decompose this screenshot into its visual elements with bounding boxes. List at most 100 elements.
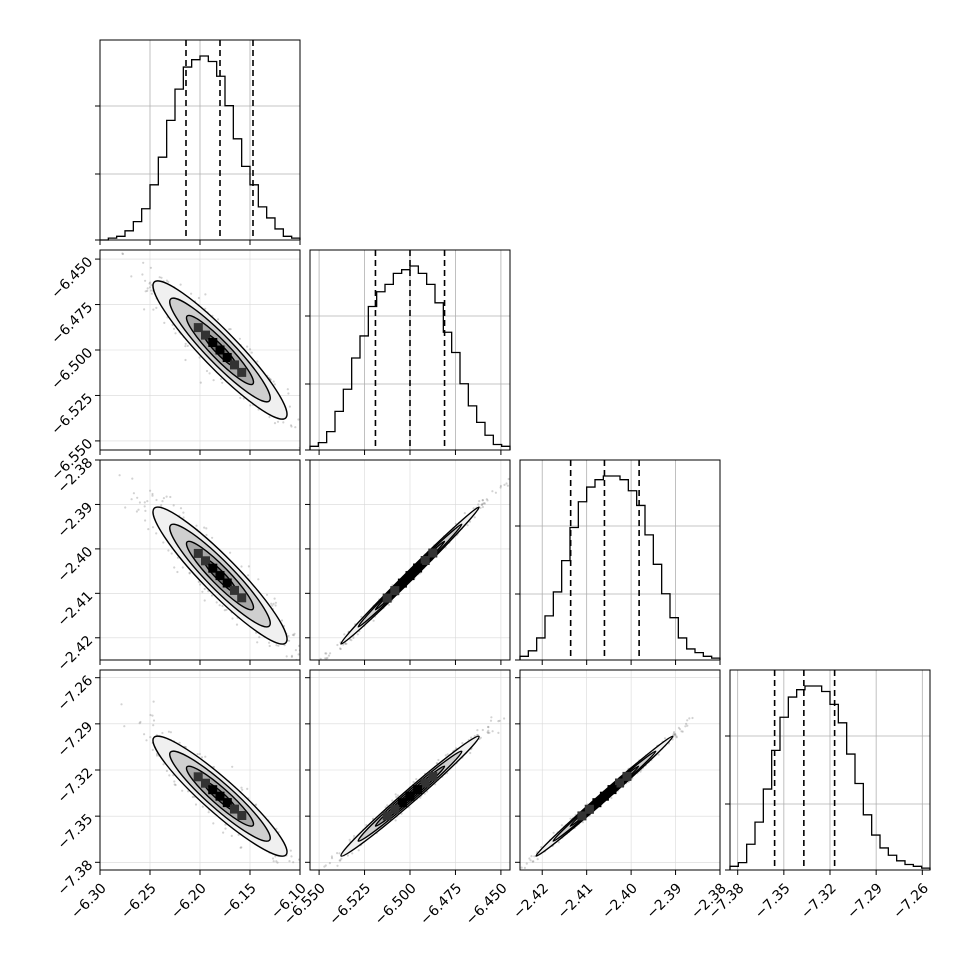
scatter-point: [674, 733, 677, 736]
scatter-point: [258, 636, 261, 639]
scatter-point: [169, 731, 172, 734]
scatter-point: [165, 495, 168, 498]
scatter-point: [684, 725, 687, 728]
x-tick-label: −7.35: [752, 880, 794, 922]
scatter-point: [235, 623, 239, 626]
scatter-point: [160, 276, 163, 279]
scatter-point: [268, 644, 271, 648]
scatter-point: [297, 418, 300, 421]
scatter-point: [176, 556, 179, 559]
scatter-point: [137, 508, 140, 511]
scatter-point: [326, 875, 328, 877]
scatter-point: [135, 510, 138, 513]
scatter-point: [143, 308, 146, 311]
scatter-point: [674, 734, 677, 737]
x-tick-label: −6.20: [168, 880, 210, 922]
scatter-point: [144, 509, 147, 512]
scatter-point: [162, 763, 165, 766]
scatter-point: [249, 404, 252, 407]
density-cell: [405, 571, 415, 581]
scatter-point: [536, 858, 539, 861]
scatter-point: [287, 392, 290, 395]
scatter-point: [560, 824, 564, 827]
scatter-point: [305, 673, 307, 675]
scatter-point: [124, 506, 127, 509]
scatter-point: [324, 657, 327, 660]
scatter-point: [270, 602, 273, 605]
scatter-point: [146, 289, 149, 292]
scatter-point: [675, 736, 678, 739]
scatter-point: [494, 491, 497, 494]
density-cell: [607, 785, 617, 795]
scatter-point: [143, 505, 146, 508]
scatter-point: [152, 724, 155, 727]
scatter-point: [672, 733, 675, 737]
scatter-point: [336, 852, 339, 855]
scatter-point: [207, 811, 210, 814]
y-tick-label: −7.35: [55, 811, 97, 853]
scatter-point: [481, 505, 484, 509]
scatter-point: [463, 511, 466, 515]
density-cell: [390, 804, 400, 814]
scatter-point: [139, 720, 142, 724]
scatter-point: [470, 736, 473, 739]
scatter-point: [289, 424, 293, 427]
scatter-point: [342, 643, 345, 646]
scatter-point: [680, 730, 683, 733]
scatter-point: [268, 641, 271, 644]
scatter-point: [487, 729, 490, 732]
scatter-point: [328, 862, 331, 865]
scatter-point: [179, 283, 182, 286]
y-tick-label: −6.500: [48, 345, 96, 393]
scatter-point: [552, 831, 555, 834]
scatter-point: [149, 736, 152, 739]
scatter-point: [190, 292, 193, 295]
scatter-point: [203, 587, 206, 591]
scatter-point: [288, 639, 291, 642]
scatter-point: [303, 857, 305, 859]
scatter-point: [151, 714, 154, 717]
scatter-point: [505, 482, 508, 485]
scatter-point: [215, 601, 218, 604]
density-cell: [222, 353, 232, 362]
scatter-point: [300, 876, 302, 878]
scatter-point: [256, 360, 259, 363]
scatter-point: [486, 499, 489, 502]
scatter-point: [330, 857, 334, 860]
panel-2-2: [515, 459, 721, 665]
panel-frame: [519, 459, 721, 661]
scatter-point: [610, 796, 613, 800]
density-cell: [237, 367, 247, 377]
scatter-point: [353, 834, 356, 838]
scatter-point: [293, 632, 296, 635]
scatter-point: [343, 633, 346, 636]
scatter-point: [152, 308, 155, 311]
scatter-point: [268, 415, 271, 419]
scatter-point: [231, 765, 234, 768]
scatter-point: [148, 286, 152, 289]
density-cell: [215, 345, 225, 355]
density-cell: [193, 323, 203, 333]
scatter-point: [531, 860, 534, 863]
density-cell: [615, 778, 624, 788]
scatter-point: [204, 307, 207, 310]
y-tick-label: −2.42: [55, 633, 97, 675]
scatter-point: [184, 342, 187, 345]
scatter-point: [311, 666, 313, 668]
scatter-point: [487, 731, 490, 735]
scatter-point: [212, 765, 215, 769]
scatter-point: [131, 477, 134, 480]
scatter-point: [503, 717, 506, 720]
panel-2-0: −2.42−2.41−2.40−2.39−2.38: [55, 455, 313, 675]
scatter-point: [327, 654, 331, 657]
scatter-point: [678, 728, 682, 731]
x-tick-label: −7.32: [798, 880, 840, 922]
scatter-point: [292, 861, 295, 864]
scatter-point: [194, 803, 198, 806]
scatter-point: [663, 737, 667, 740]
scatter-point: [248, 348, 252, 351]
scatter-point: [675, 735, 678, 738]
scatter-point: [339, 647, 342, 651]
scatter-point: [201, 805, 204, 808]
